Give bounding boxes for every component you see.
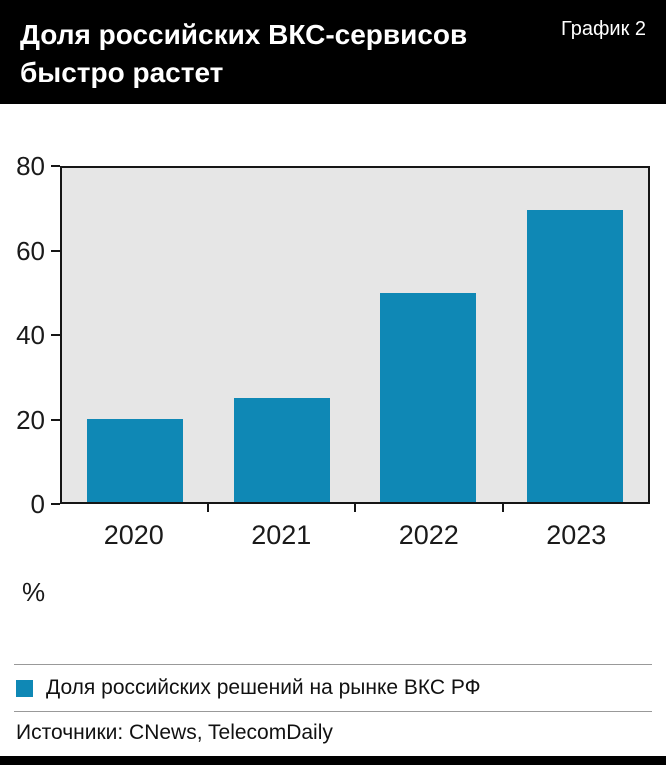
bar-2021	[233, 397, 330, 502]
x-axis-ticks	[60, 503, 650, 513]
x-tick-label: 2023	[546, 520, 607, 550]
x-tick-label: 2021	[251, 520, 312, 550]
legend: Доля российских решений на рынке ВКС РФ	[0, 665, 666, 711]
divider	[14, 711, 652, 712]
x-tick-mark	[501, 503, 504, 512]
bar-2023	[526, 209, 623, 502]
bar-slot	[209, 168, 356, 502]
sources-text: Источники: CNews, TelecomDaily	[16, 721, 333, 744]
bar-slot	[502, 168, 649, 502]
y-tick-label: 60	[16, 235, 45, 266]
y-tick-mark	[51, 165, 60, 167]
x-tick-mark	[206, 503, 209, 512]
plot-area	[60, 166, 650, 504]
legend-label: Доля российских решений на рынке ВКС РФ	[46, 676, 481, 699]
legend-swatch	[16, 679, 33, 697]
chart-footer: Доля российских решений на рынке ВКС РФ …	[0, 664, 666, 756]
y-tick-mark	[51, 249, 60, 252]
y-axis-unit-label: %	[22, 577, 46, 607]
bottom-bar	[0, 756, 666, 765]
chart-header: Доля российских ВКС-сервисов быстро раст…	[0, 0, 666, 104]
x-tick-label: 2022	[398, 520, 459, 550]
bar-slot	[355, 168, 502, 502]
bar-chart: 0 20 40 60 80 2020 2021 2022 2023 %	[16, 153, 650, 608]
divider	[14, 664, 652, 665]
bar-2020	[87, 418, 184, 502]
y-tick-mark	[51, 334, 60, 336]
x-tick-label: 2020	[103, 520, 164, 550]
y-tick-mark	[51, 503, 60, 505]
bar-2022	[380, 293, 477, 502]
y-axis: 0 20 40 60 80	[16, 153, 60, 517]
y-tick-mark	[51, 418, 60, 421]
y-tick-label: 80	[16, 151, 45, 181]
y-tick-label: 0	[30, 489, 45, 519]
plot-wrapper	[60, 166, 650, 512]
chart-title-line-2: быстро растет	[20, 56, 224, 88]
chart-title: Доля российских ВКС-сервисов быстро раст…	[20, 16, 467, 92]
chart-body: 0 20 40 60 80	[16, 153, 650, 517]
x-axis-labels: 2020 2021 2022 2023	[60, 504, 650, 551]
chart-title-line-1: Доля российских ВКС-сервисов	[20, 19, 468, 50]
y-tick-label: 20	[16, 404, 45, 435]
x-tick-mark	[354, 503, 356, 512]
bar-slot	[62, 168, 209, 502]
y-tick-label: 40	[16, 320, 45, 350]
chart-number-label: График 2	[560, 18, 646, 40]
